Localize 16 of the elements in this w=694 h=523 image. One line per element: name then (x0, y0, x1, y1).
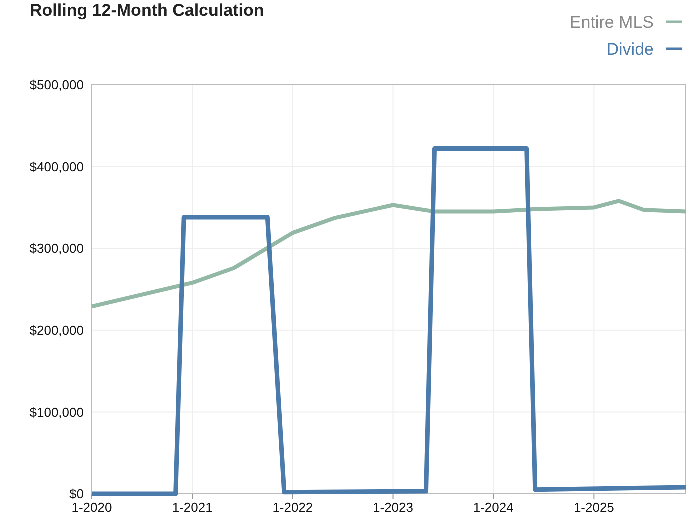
chart-title: Rolling 12-Month Calculation (30, 1, 264, 20)
y-tick-label: $500,000 (30, 78, 84, 93)
x-tick-label: 1-2024 (473, 500, 514, 515)
y-tick-label: $0 (70, 486, 84, 502)
line-series (90, 199, 688, 309)
y-tick-label: $200,000 (30, 322, 84, 338)
legend-label: Entire MLS (570, 12, 654, 32)
x-tick-label: 1-2020 (72, 500, 112, 515)
y-tick-label: $300,000 (30, 241, 84, 256)
y-tick-label: $400,000 (30, 159, 84, 174)
legend-label: Divide (606, 40, 654, 59)
x-tick-label: 1-2023 (373, 500, 414, 515)
x-tick-label: 1-2021 (172, 500, 213, 515)
x-tick-label: 1-2022 (272, 500, 314, 515)
x-tick-label: 1-2025 (574, 500, 614, 515)
y-tick-label: $100,000 (30, 404, 84, 420)
